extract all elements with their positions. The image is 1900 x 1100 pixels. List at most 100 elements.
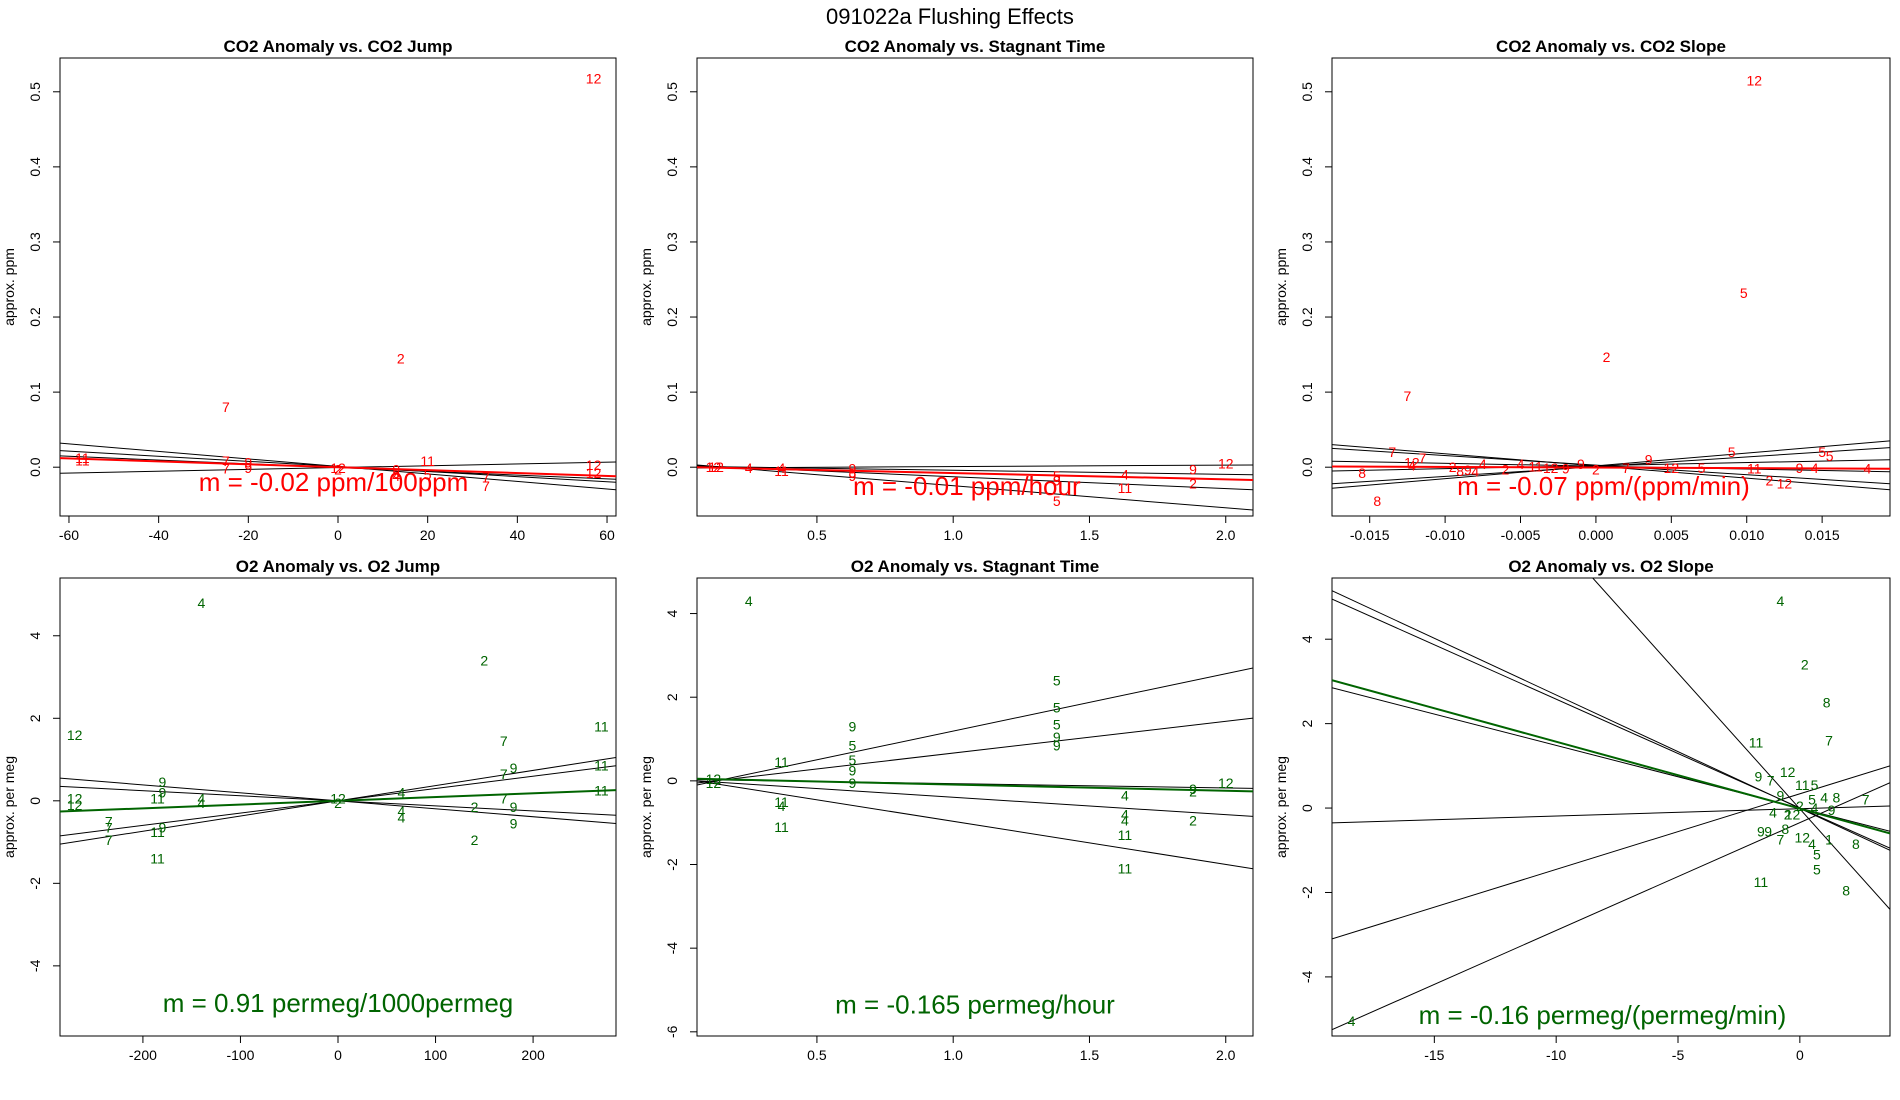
data-point-label: 5 xyxy=(848,752,856,768)
data-point-label: 7 xyxy=(500,791,508,807)
fit-line xyxy=(1592,578,1890,910)
data-point-label: 9 xyxy=(159,785,167,801)
x-tick-label: -15 xyxy=(1424,1047,1444,1063)
data-point-label: 2 xyxy=(1502,461,1510,477)
data-point-label: 5 xyxy=(1818,444,1826,460)
data-point-label: 2 xyxy=(1189,476,1197,492)
slope-annotation: m = -0.01 ppm/hour xyxy=(853,471,1081,501)
y-axis-label: approx. per meg xyxy=(1273,756,1289,858)
data-point-label: 4 xyxy=(778,460,786,476)
data-point-label: 2 xyxy=(1189,783,1197,799)
data-point-label: 7 xyxy=(1862,792,1870,808)
y-tick-label: 0.3 xyxy=(1299,232,1315,252)
data-point-label: 7 xyxy=(222,461,230,477)
data-point-label: 4 xyxy=(392,468,400,484)
x-tick-label: 40 xyxy=(510,527,526,543)
data-point-label: 11 xyxy=(1795,777,1810,793)
x-tick-label: -5 xyxy=(1672,1047,1685,1063)
slope-annotation: m = -0.07 ppm/(ppm/min) xyxy=(1457,471,1750,501)
data-point-label: 5 xyxy=(848,465,856,481)
x-tick-label: 1.0 xyxy=(943,527,963,543)
data-point-label: 7 xyxy=(1767,773,1775,789)
main-fit-line xyxy=(697,466,1253,481)
fit-line xyxy=(697,780,1253,870)
plot-area: 122711117979111212122954775 xyxy=(60,70,616,494)
data-point-label: 2 xyxy=(334,461,342,477)
data-point-label: 2 xyxy=(471,832,479,848)
data-point-label: 7 xyxy=(500,766,508,782)
slope-annotation: m = 0.91 permeg/1000permeg xyxy=(163,988,514,1018)
y-tick-label: 4 xyxy=(664,609,680,617)
x-tick-label: 1.5 xyxy=(1080,527,1100,543)
y-tick-label: 0.3 xyxy=(664,232,680,252)
fit-line xyxy=(1332,782,1890,1031)
data-point-label: 11 xyxy=(150,851,165,867)
data-point-label: 4 xyxy=(1820,790,1828,806)
data-point-label: 12 xyxy=(67,797,83,813)
panel-title: CO2 Anomaly vs. CO2 Jump xyxy=(224,37,453,56)
data-point-label: 2 xyxy=(334,795,342,811)
data-point-label: 7 xyxy=(222,453,230,469)
main-fit-line xyxy=(60,789,616,813)
data-point-label: 9 xyxy=(1053,729,1061,745)
data-point-label: 11 xyxy=(1118,480,1133,496)
data-point-label: 2 xyxy=(1796,798,1804,814)
data-point-label: 4 xyxy=(1808,836,1816,852)
main-fit-line xyxy=(1332,679,1890,835)
data-point-label: 7 xyxy=(105,813,113,829)
data-point-label: 5 xyxy=(1053,700,1061,716)
data-point-label: 2 xyxy=(397,350,405,366)
data-point-label: 12 xyxy=(706,775,722,791)
fit-line xyxy=(1332,440,1890,489)
data-point-label: 2 xyxy=(1603,349,1611,365)
y-tick-label: -6 xyxy=(664,1025,680,1038)
data-point-label: 9 xyxy=(1828,802,1836,818)
data-point-label: 7 xyxy=(1776,832,1784,848)
y-tick-label: 0.5 xyxy=(1299,82,1315,102)
data-point-label: 9 xyxy=(848,461,856,477)
x-tick-label: 0 xyxy=(334,527,342,543)
x-tick-label: 0.005 xyxy=(1654,527,1689,543)
x-tick-label: 0 xyxy=(334,1047,342,1063)
data-point-label: 9 xyxy=(244,460,252,476)
y-tick-label: 0.1 xyxy=(27,382,43,402)
data-point-label: 12 xyxy=(67,727,83,743)
data-point-label: 9 xyxy=(1776,787,1784,803)
data-point-label: 12 xyxy=(330,791,346,807)
data-point-label: 4 xyxy=(745,593,753,609)
x-tick-label: 20 xyxy=(420,527,436,543)
x-tick-label: 1.0 xyxy=(943,1047,963,1063)
x-tick-label: 0.000 xyxy=(1578,527,1613,543)
y-tick-label: 0.4 xyxy=(664,157,680,177)
data-point-label: 2 xyxy=(1765,473,1773,489)
data-point-label: 8 xyxy=(1832,790,1840,806)
data-point-label: 9 xyxy=(159,774,167,790)
data-point-label: 12 xyxy=(586,465,602,481)
data-point-label: 8 xyxy=(1823,695,1831,711)
y-tick-label: 2 xyxy=(1299,720,1315,728)
x-tick-label: 2.0 xyxy=(1216,1047,1236,1063)
x-tick-label: -20 xyxy=(238,527,258,543)
y-tick-label: 2 xyxy=(27,714,43,722)
figure-title: 091022a Flushing Effects xyxy=(826,4,1074,29)
fit-line xyxy=(1332,460,1890,473)
x-tick-label: 0 xyxy=(1796,1047,1804,1063)
plot-frame xyxy=(696,57,1254,517)
y-tick-label: 0.3 xyxy=(27,232,43,252)
fit-line xyxy=(697,780,1253,817)
plot-area: 4121211114119559955599444111192212 xyxy=(697,593,1253,877)
data-point-label: 9 xyxy=(1562,461,1570,477)
y-tick-label: -4 xyxy=(1299,970,1315,983)
data-point-label: 7 xyxy=(105,832,113,848)
data-point-label: 11 xyxy=(774,754,789,770)
data-point-label: 11 xyxy=(774,819,789,835)
y-tick-label: 0.0 xyxy=(1299,457,1315,477)
fit-line xyxy=(1332,598,1890,849)
panel-title: O2 Anomaly vs. O2 Jump xyxy=(236,557,440,576)
x-tick-label: 1.5 xyxy=(1080,1047,1100,1063)
main-fit-line xyxy=(60,457,616,478)
main-fit-line xyxy=(1332,465,1890,470)
data-point-label: 9 xyxy=(1764,823,1772,839)
chart-panel-4: O2 Anomaly vs. O2 Jump -200 -100 0 100 200 -4 -… xyxy=(1,557,617,1063)
